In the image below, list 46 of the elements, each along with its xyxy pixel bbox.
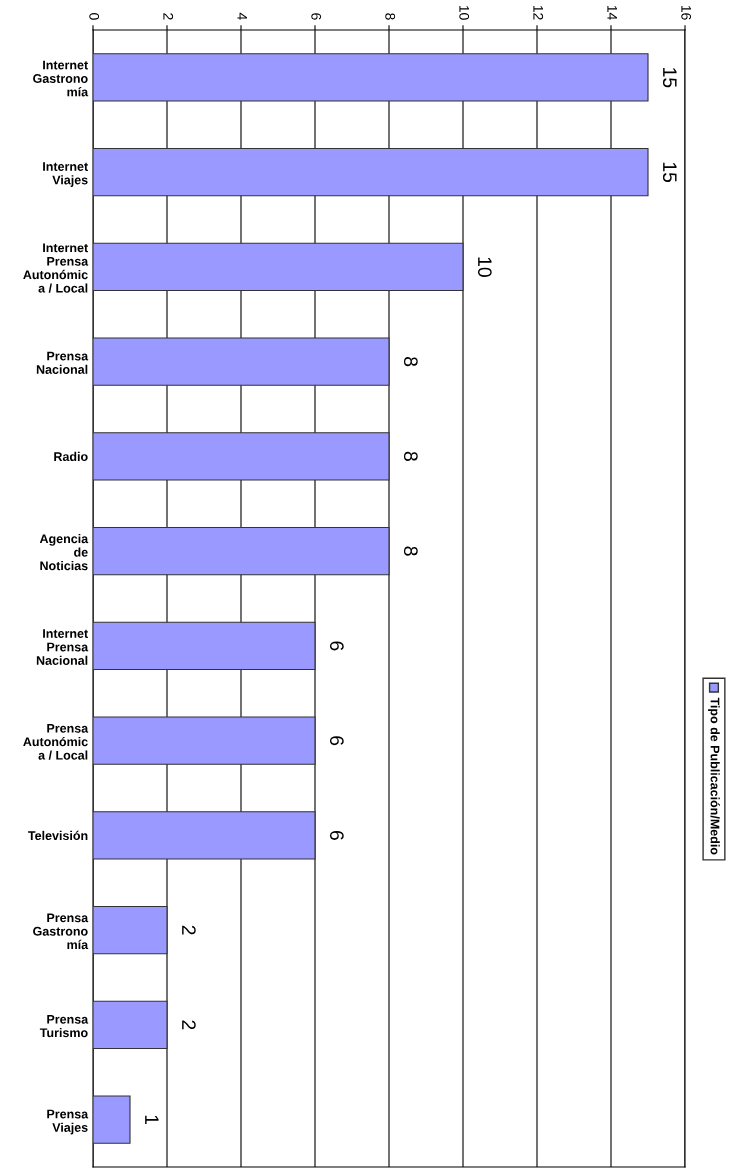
bar <box>93 432 390 481</box>
y-tick-label: Internet Viajes <box>43 162 88 187</box>
data-label: 8 <box>403 546 418 556</box>
data-label: 15 <box>662 162 677 183</box>
y-tick-label: Prensa Nacional <box>36 351 89 374</box>
x-tick-label: 0 <box>89 13 100 20</box>
x-tick-label: 2 <box>163 13 174 20</box>
x-tick-label: 10 <box>459 5 470 20</box>
data-label: 8 <box>403 357 418 367</box>
y-tick-label: Internet Prensa Nacional <box>36 629 89 665</box>
data-label: 10 <box>477 257 492 277</box>
legend-label: Tipo de Publicación/Medio <box>708 697 720 855</box>
x-tick-label: 8 <box>385 13 396 20</box>
data-label: 6 <box>329 830 344 840</box>
y-tick-label: Agencia de Noticias <box>39 534 89 571</box>
bar <box>93 1000 168 1050</box>
y-tick-label: Prensa Gastrono mía <box>33 913 89 950</box>
bar <box>93 147 649 197</box>
data-label: 8 <box>403 451 418 461</box>
y-tick-label: Internet Prensa Autonómic a / Local <box>23 243 89 293</box>
y-tick-label: Internet Gastrono mía <box>33 60 89 97</box>
bar <box>93 1095 131 1144</box>
bar <box>93 716 316 765</box>
y-tick-label: Prensa Turismo <box>39 1014 89 1038</box>
bar <box>93 526 390 576</box>
bar <box>93 621 316 671</box>
x-tick-label: 4 <box>237 12 247 20</box>
x-tick-label: 14 <box>607 5 617 20</box>
y-tick-label: Radio <box>54 451 88 462</box>
x-tick-label: 6 <box>311 13 322 20</box>
data-label: 2 <box>182 925 196 935</box>
bar <box>93 905 168 955</box>
x-tick-label: 12 <box>533 5 544 20</box>
data-label: 1 <box>145 1115 159 1125</box>
data-label: 6 <box>329 641 344 651</box>
bar <box>93 53 649 102</box>
bar <box>93 811 316 860</box>
data-label: 15 <box>662 68 677 88</box>
data-label: 6 <box>329 736 344 746</box>
y-tick-label: Prensa Viajes <box>47 1109 89 1135</box>
y-tick-label: Televisión <box>28 830 88 841</box>
bar <box>93 337 390 386</box>
y-tick-label: Prensa Autonómic a / Local <box>23 724 89 760</box>
x-tick-label: 16 <box>681 5 692 20</box>
bar <box>93 242 464 292</box>
data-label: 2 <box>182 1020 196 1030</box>
